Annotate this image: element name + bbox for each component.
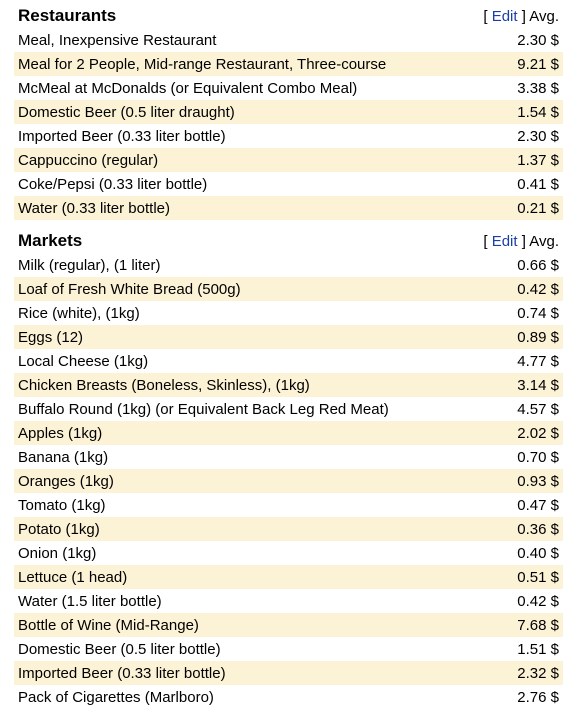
item-price: 1.54 $ — [517, 103, 559, 121]
item-name: Water (1.5 liter bottle) — [18, 592, 162, 610]
price-row: Meal, Inexpensive Restaurant 2.30 $ — [14, 28, 563, 52]
bracket: ] — [521, 232, 526, 250]
price-row: Apples (1kg) 2.02 $ — [14, 421, 563, 445]
price-row: Banana (1kg) 0.70 $ — [14, 445, 563, 469]
item-price: 2.02 $ — [517, 424, 559, 442]
item-price: 0.40 $ — [517, 544, 559, 562]
item-price: 2.30 $ — [517, 127, 559, 145]
item-price: 9.21 $ — [517, 55, 559, 73]
item-name: Eggs (12) — [18, 328, 84, 346]
item-name: Milk (regular), (1 liter) — [18, 256, 161, 274]
edit-link[interactable]: Edit — [491, 7, 518, 25]
price-row: Bottle of Wine (Mid-Range) 7.68 $ — [14, 613, 563, 637]
item-price: 0.93 $ — [517, 472, 559, 490]
item-name: Meal for 2 People, Mid-range Restaurant,… — [18, 55, 387, 73]
avg-label: Avg. — [529, 7, 559, 25]
price-row: Lettuce (1 head) 0.51 $ — [14, 565, 563, 589]
price-row: McMeal at McDonalds (or Equivalent Combo… — [14, 76, 563, 100]
item-name: Pack of Cigarettes (Marlboro) — [18, 688, 214, 706]
item-price: 0.36 $ — [517, 520, 559, 538]
item-name: Onion (1kg) — [18, 544, 97, 562]
item-name: Coke/Pepsi (0.33 liter bottle) — [18, 175, 208, 193]
item-price: 0.70 $ — [517, 448, 559, 466]
item-price: 1.37 $ — [517, 151, 559, 169]
bracket: [ — [483, 7, 488, 25]
item-name: Cappuccino (regular) — [18, 151, 159, 169]
price-row: Pack of Cigarettes (Marlboro) 2.76 $ — [14, 685, 563, 709]
item-name: Rice (white), (1kg) — [18, 304, 140, 322]
price-row: Loaf of Fresh White Bread (500g) 0.42 $ — [14, 277, 563, 301]
item-name: McMeal at McDonalds (or Equivalent Combo… — [18, 79, 358, 97]
item-name: Lettuce (1 head) — [18, 568, 128, 586]
item-name: Imported Beer (0.33 liter bottle) — [18, 664, 226, 682]
item-name: Chicken Breasts (Boneless, Skinless), (1… — [18, 376, 310, 394]
item-price: 0.41 $ — [517, 175, 559, 193]
price-row: Tomato (1kg) 0.47 $ — [14, 493, 563, 517]
item-price: 4.77 $ — [517, 352, 559, 370]
item-price: 2.30 $ — [517, 31, 559, 49]
section-header: Restaurants [ Edit ] Avg. — [14, 4, 563, 28]
item-price: 0.21 $ — [517, 199, 559, 217]
price-row: Coke/Pepsi (0.33 liter bottle) 0.41 $ — [14, 172, 563, 196]
item-price: 4.57 $ — [517, 400, 559, 418]
item-name: Imported Beer (0.33 liter bottle) — [18, 127, 226, 145]
section-header: Markets [ Edit ] Avg. — [14, 229, 563, 253]
price-row: Imported Beer (0.33 liter bottle) 2.30 $ — [14, 124, 563, 148]
price-row: Cappuccino (regular) 1.37 $ — [14, 148, 563, 172]
item-name: Meal, Inexpensive Restaurant — [18, 31, 217, 49]
section-title: Markets — [18, 231, 83, 250]
header-right: [ Edit ] Avg. — [483, 8, 563, 25]
price-row: Domestic Beer (0.5 liter bottle) 1.51 $ — [14, 637, 563, 661]
item-name: Domestic Beer (0.5 liter draught) — [18, 103, 235, 121]
item-price: 0.89 $ — [517, 328, 559, 346]
item-name: Local Cheese (1kg) — [18, 352, 149, 370]
avg-label: Avg. — [529, 232, 559, 250]
price-row: Water (1.5 liter bottle) 0.42 $ — [14, 589, 563, 613]
price-row: Rice (white), (1kg) 0.74 $ — [14, 301, 563, 325]
section: Restaurants [ Edit ] Avg. Meal, Inexpensiv… — [14, 4, 563, 220]
item-name: Oranges (1kg) — [18, 472, 114, 490]
price-row: Water (0.33 liter bottle) 0.21 $ — [14, 196, 563, 220]
item-price: 7.68 $ — [517, 616, 559, 634]
price-row: Local Cheese (1kg) 4.77 $ — [14, 349, 563, 373]
price-row: Eggs (12) 0.89 $ — [14, 325, 563, 349]
item-name: Apples (1kg) — [18, 424, 103, 442]
item-price: 1.51 $ — [517, 640, 559, 658]
price-row: Chicken Breasts (Boneless, Skinless), (1… — [14, 373, 563, 397]
item-price: 3.38 $ — [517, 79, 559, 97]
item-name: Potato (1kg) — [18, 520, 100, 538]
item-price: 0.74 $ — [517, 304, 559, 322]
item-price: 0.66 $ — [517, 256, 559, 274]
edit-link[interactable]: Edit — [491, 232, 518, 250]
item-price: 0.42 $ — [517, 592, 559, 610]
item-name: Water (0.33 liter bottle) — [18, 199, 170, 217]
header-right: [ Edit ] Avg. — [483, 233, 563, 250]
item-name: Bottle of Wine (Mid-Range) — [18, 616, 199, 634]
price-row: Milk (regular), (1 liter) 0.66 $ — [14, 253, 563, 277]
item-price: 2.76 $ — [517, 688, 559, 706]
item-price: 0.42 $ — [517, 280, 559, 298]
item-price: 2.32 $ — [517, 664, 559, 682]
price-row: Imported Beer (0.33 liter bottle) 2.32 $ — [14, 661, 563, 685]
section-title: Restaurants — [18, 6, 117, 25]
section: Markets [ Edit ] Avg. Milk (regular), (1 l… — [14, 229, 563, 709]
item-name: Loaf of Fresh White Bread (500g) — [18, 280, 241, 298]
item-name: Banana (1kg) — [18, 448, 109, 466]
price-row: Onion (1kg) 0.40 $ — [14, 541, 563, 565]
price-row: Domestic Beer (0.5 liter draught) 1.54 $ — [14, 100, 563, 124]
item-name: Tomato (1kg) — [18, 496, 106, 514]
price-row: Buffalo Round (1kg) (or Equivalent Back … — [14, 397, 563, 421]
item-price: 0.51 $ — [517, 568, 559, 586]
bracket: ] — [521, 7, 526, 25]
price-row: Potato (1kg) 0.36 $ — [14, 517, 563, 541]
bracket: [ — [483, 232, 488, 250]
price-row: Meal for 2 People, Mid-range Restaurant,… — [14, 52, 563, 76]
item-name: Domestic Beer (0.5 liter bottle) — [18, 640, 221, 658]
item-price: 0.47 $ — [517, 496, 559, 514]
item-name: Buffalo Round (1kg) (or Equivalent Back … — [18, 400, 389, 418]
price-row: Oranges (1kg) 0.93 $ — [14, 469, 563, 493]
item-price: 3.14 $ — [517, 376, 559, 394]
